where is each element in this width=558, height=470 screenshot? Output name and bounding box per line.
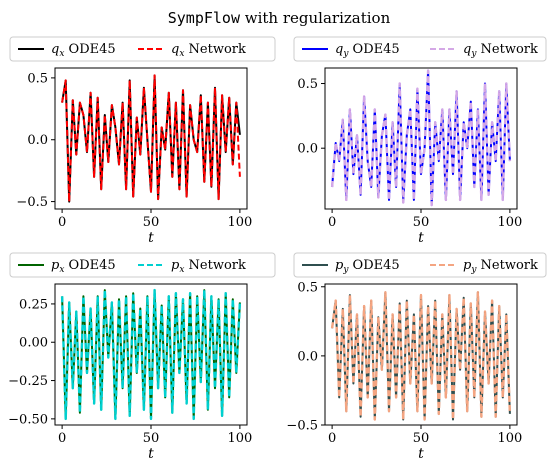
series-line-2 [60, 288, 242, 421]
x-tick-label: 50 [413, 215, 430, 230]
x-tick-label: 0 [58, 431, 66, 446]
series-line-2 [330, 69, 512, 207]
y-tick-label: 0.00 [19, 336, 48, 351]
legend-symbol: q [171, 42, 179, 57]
legend-symbol: p [171, 258, 180, 273]
x-tick-label: 0 [58, 215, 66, 230]
legend-box [293, 252, 547, 278]
y-tick-label: 0.5 [27, 71, 48, 86]
x-tick-label: 50 [143, 215, 160, 230]
x-tick-label: 0 [328, 215, 336, 230]
x-tick-label: 100 [227, 215, 252, 230]
y-tick-label: −0.5 [286, 419, 318, 434]
legend: qx ODE45 qx Network [9, 36, 276, 62]
legend-label: qy Network [463, 42, 538, 59]
y-tick-label: 0.25 [19, 297, 48, 312]
legend-symbol: q [51, 42, 59, 57]
legend-text: ODE45 [64, 258, 115, 273]
y-tick-label: −0.25 [8, 374, 48, 389]
y-tick-label: −0.5 [16, 195, 48, 210]
legend-label: qx ODE45 [51, 42, 116, 59]
x-tick-label: 50 [143, 431, 160, 446]
x-axis-label: t [418, 230, 424, 246]
legend-label: px ODE45 [51, 258, 116, 275]
x-tick-label: 100 [227, 431, 252, 446]
legend-subscript: x [179, 265, 184, 275]
y-tick-label: 0.5 [297, 77, 318, 92]
y-tick-label: 0.0 [297, 349, 318, 364]
legend-label: qx Network [171, 42, 246, 59]
legend-text: ODE45 [348, 258, 399, 273]
legend-text: Network [476, 258, 538, 273]
legend-symbol: p [335, 258, 344, 273]
legend-subscript: x [59, 49, 64, 59]
legend-subscript: x [59, 265, 64, 275]
figure-title: SympFlow with regularization [168, 9, 391, 27]
x-axis-label: t [418, 446, 424, 462]
legend-text: Network [184, 42, 246, 57]
legend: px ODE45 px Network [9, 252, 276, 278]
legend-subscript: y [470, 265, 477, 275]
y-tick-label: 0.0 [297, 142, 318, 157]
legend-subscript: y [470, 49, 477, 59]
legend-text: Network [184, 258, 246, 273]
legend-box [293, 36, 547, 62]
figure-title-rest: with regularization [240, 9, 391, 27]
legend-subscript: x [179, 49, 184, 59]
legend-text: ODE45 [64, 42, 115, 57]
legend-label: py ODE45 [335, 258, 400, 275]
legend-symbol: p [51, 258, 60, 273]
legend-label: px Network [171, 258, 246, 275]
y-tick-label: −0.50 [8, 412, 48, 427]
legend: py ODE45 py Network [293, 252, 547, 278]
legend-subscript: y [342, 265, 349, 275]
x-tick-label: 100 [497, 215, 522, 230]
legend-label: qy ODE45 [335, 42, 400, 59]
legend-text: Network [476, 42, 538, 57]
y-tick-label: 0.5 [297, 280, 318, 295]
series-line-1 [331, 69, 511, 207]
x-tick-label: 50 [413, 431, 430, 446]
series-line-2 [330, 291, 512, 421]
legend-symbol: q [463, 42, 471, 57]
series-line-2 [61, 74, 241, 203]
y-tick-label: 0.0 [27, 133, 48, 148]
figure-title-mono: SympFlow [168, 9, 241, 27]
x-tick-label: 100 [497, 431, 522, 446]
legend-subscript: y [342, 49, 349, 59]
legend-label: py Network [463, 258, 538, 275]
x-axis-label: t [148, 230, 154, 246]
legend-symbol: q [335, 42, 343, 57]
legend-symbol: p [463, 258, 472, 273]
x-tick-label: 0 [328, 431, 336, 446]
legend-text: ODE45 [348, 42, 399, 57]
x-axis-label: t [148, 446, 154, 462]
legend: qy ODE45 qy Network [293, 36, 547, 62]
